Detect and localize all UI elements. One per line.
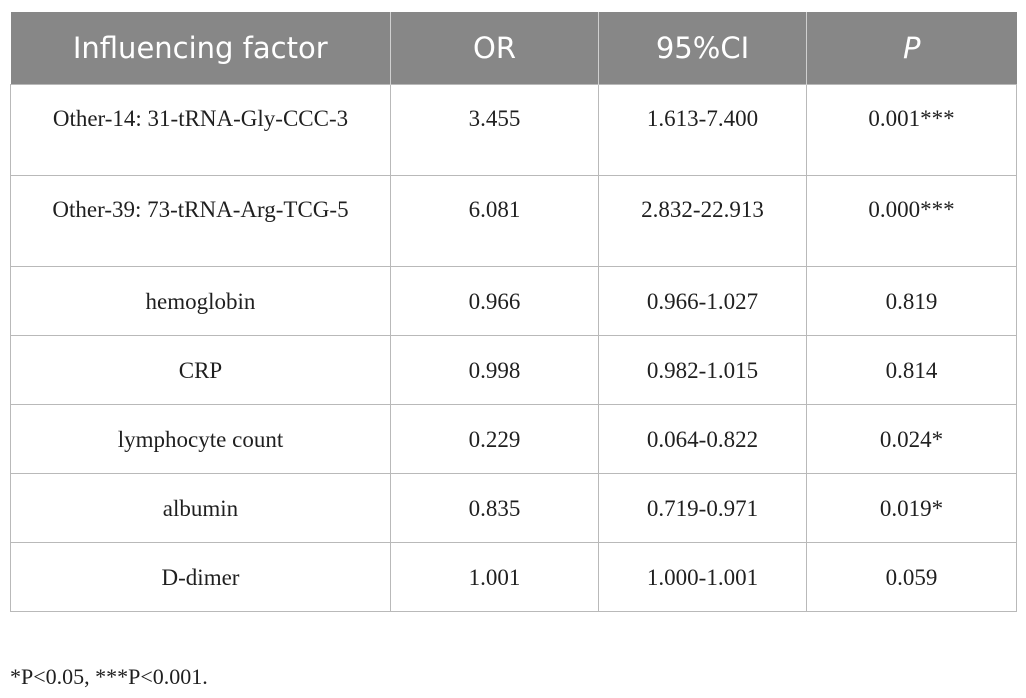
cell-ci: 0.064-0.822 xyxy=(598,404,807,474)
table-footnote: *P<0.05, ***P<0.001. xyxy=(10,664,208,689)
table-row: D-dimer 1.001 1.000-1.001 0.059 xyxy=(10,542,1017,612)
cell-or: 0.966 xyxy=(390,266,599,336)
table-row: Other-14: 31-tRNA-Gly-CCC-3 3.455 1.613-… xyxy=(10,84,1017,176)
cell-or: 1.001 xyxy=(390,542,599,612)
cell-p: 0.814 xyxy=(806,335,1017,405)
cell-p: 0.819 xyxy=(806,266,1017,336)
cell-ci: 0.982-1.015 xyxy=(598,335,807,405)
results-table: Influencing factor OR 95%CI P Other-14: … xyxy=(10,12,1017,612)
table-row: CRP 0.998 0.982-1.015 0.814 xyxy=(10,335,1017,405)
cell-factor: D-dimer xyxy=(10,542,391,612)
cell-or: 0.835 xyxy=(390,473,599,543)
cell-factor: albumin xyxy=(10,473,391,543)
cell-factor: Other-39: 73-tRNA-Arg-TCG-5 xyxy=(10,175,391,267)
cell-or: 6.081 xyxy=(390,175,599,267)
header-ci: 95%CI xyxy=(598,12,807,85)
cell-factor: lymphocyte count xyxy=(10,404,391,474)
header-or: OR xyxy=(390,12,599,85)
cell-or: 3.455 xyxy=(390,84,599,176)
header-influencing-factor: Influencing factor xyxy=(10,12,391,85)
cell-p: 0.001*** xyxy=(806,84,1017,176)
cell-or: 0.998 xyxy=(390,335,599,405)
cell-factor: Other-14: 31-tRNA-Gly-CCC-3 xyxy=(10,84,391,176)
table-row: lymphocyte count 0.229 0.064-0.822 0.024… xyxy=(10,404,1017,474)
cell-p: 0.019* xyxy=(806,473,1017,543)
cell-p: 0.024* xyxy=(806,404,1017,474)
cell-ci: 1.613-7.400 xyxy=(598,84,807,176)
cell-p: 0.000*** xyxy=(806,175,1017,267)
results-table-container: Influencing factor OR 95%CI P Other-14: … xyxy=(10,12,1017,612)
cell-factor: hemoglobin xyxy=(10,266,391,336)
cell-ci: 1.000-1.001 xyxy=(598,542,807,612)
cell-ci: 0.719-0.971 xyxy=(598,473,807,543)
cell-or: 0.229 xyxy=(390,404,599,474)
table-row: Other-39: 73-tRNA-Arg-TCG-5 6.081 2.832-… xyxy=(10,175,1017,267)
cell-p: 0.059 xyxy=(806,542,1017,612)
table-header-row: Influencing factor OR 95%CI P xyxy=(10,12,1017,85)
header-p-label: P xyxy=(903,31,921,65)
cell-ci: 0.966-1.027 xyxy=(598,266,807,336)
header-p: P xyxy=(806,12,1017,85)
cell-ci: 2.832-22.913 xyxy=(598,175,807,267)
table-row: hemoglobin 0.966 0.966-1.027 0.819 xyxy=(10,266,1017,336)
table-row: albumin 0.835 0.719-0.971 0.019* xyxy=(10,473,1017,543)
cell-factor: CRP xyxy=(10,335,391,405)
